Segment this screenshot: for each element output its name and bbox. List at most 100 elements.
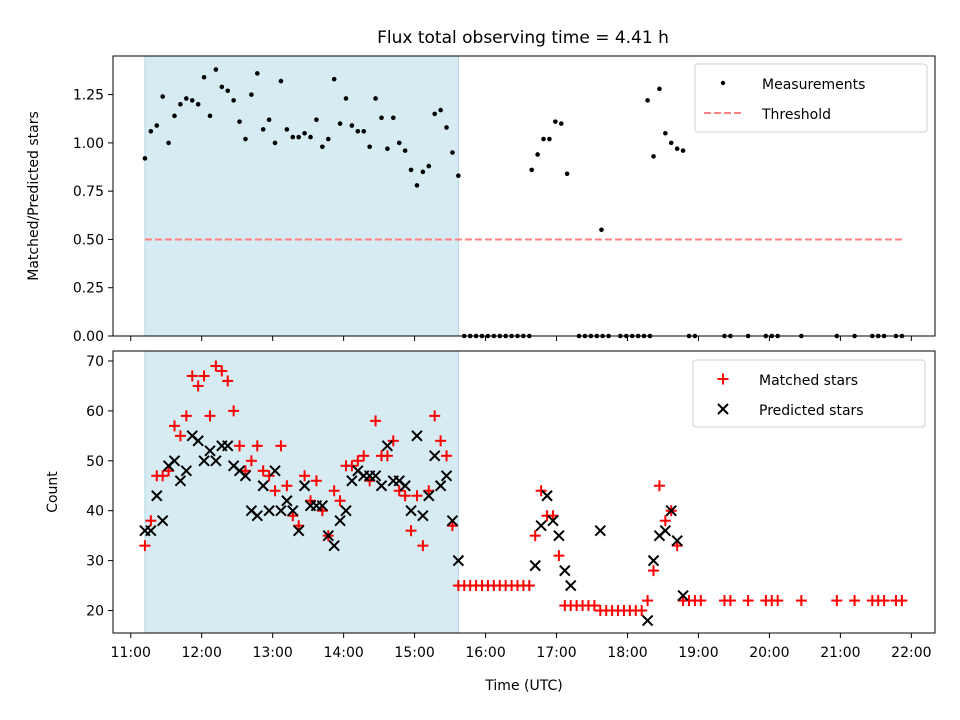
matched-star-point <box>139 540 151 552</box>
measurement-point <box>420 169 426 175</box>
measurement-point <box>361 129 367 134</box>
measurement-point <box>249 92 254 97</box>
predicted-star-point-b <box>151 490 163 502</box>
predicted-star-point-b <box>541 490 553 502</box>
predicted-star-point <box>594 524 606 537</box>
predicted-star-point <box>287 505 299 517</box>
predicted-star-point <box>263 505 275 517</box>
measurement-point <box>645 98 650 103</box>
predicted-star-point-b <box>186 430 198 442</box>
bottom-axes-frame <box>112 350 936 634</box>
measurement-point <box>254 71 260 76</box>
measurement-point <box>284 127 290 132</box>
predicted-star-point-b <box>257 480 269 492</box>
measurement-point <box>166 140 171 146</box>
measurement-point <box>680 148 686 153</box>
predicted-star-point-b <box>677 589 689 602</box>
predicted-star-point-b <box>156 514 169 527</box>
count-points <box>139 360 908 627</box>
measurement-point <box>337 121 343 126</box>
matched-star-point <box>636 605 648 617</box>
predicted-star-point <box>428 450 441 462</box>
matched-star-point <box>198 370 210 382</box>
predicted-star-point-b <box>298 480 311 492</box>
predicted-star-point <box>210 455 222 467</box>
measurement-point <box>402 148 408 153</box>
predicted-star-point <box>180 465 193 477</box>
predicted-star-point <box>381 440 394 452</box>
measurement-point <box>379 115 384 121</box>
predicted-star-point-b <box>145 524 157 537</box>
matched-star-point <box>281 480 293 492</box>
predicted-star-point-b <box>168 455 181 467</box>
measurement-point <box>325 136 331 142</box>
matched-star-point <box>328 485 340 497</box>
measurement-point <box>426 163 432 169</box>
predicted-star-point-b <box>316 500 329 512</box>
matched-star-point <box>411 490 423 502</box>
measurement-point <box>553 119 558 124</box>
measurement-point <box>314 117 319 123</box>
top-legend: Measurements Threshold <box>694 63 928 133</box>
measurement-point <box>225 88 231 94</box>
chart-title: Flux total observing time = 4.41 h <box>377 28 669 48</box>
matched-star-point <box>831 595 843 607</box>
matched-star-point <box>346 460 358 472</box>
legend-predicted-glyph-b <box>717 403 729 415</box>
predicted-star-point <box>298 480 311 492</box>
matched-star-point <box>228 405 240 417</box>
predicted-star-point <box>671 534 683 547</box>
predicted-star-point-b <box>375 480 388 492</box>
bottom-panel: 20 30 40 50 60 70 11:00 12:00 13:00 14:00 15:00 16… <box>45 350 936 694</box>
measurement-point <box>541 136 546 142</box>
legend-matched-label: Matched stars <box>759 373 858 389</box>
measurement-point <box>385 146 390 151</box>
matched-star-point <box>724 595 736 607</box>
predicted-star-point <box>411 430 423 442</box>
legend-matched-glyph <box>717 373 729 385</box>
predicted-star-point-b <box>269 465 281 477</box>
matched-star-point <box>381 450 393 462</box>
predicted-star-point <box>647 554 660 567</box>
matched-star-point <box>648 565 660 577</box>
predicted-star-point-b <box>198 455 210 467</box>
matched-star-point <box>269 485 281 497</box>
predicted-star-point <box>659 524 672 537</box>
matched-star-point <box>553 550 565 562</box>
xtick-label: 19:00 <box>678 645 718 661</box>
bottom-y-ticks: 20 30 40 50 60 70 <box>86 354 113 620</box>
measurement-point <box>657 86 662 92</box>
predicted-star-point-b <box>281 495 293 507</box>
matched-star-point <box>352 455 364 467</box>
measurement-point <box>564 171 570 177</box>
matched-star-point <box>358 450 370 462</box>
measurement-point <box>296 134 301 140</box>
predicted-star-point-b <box>204 445 216 457</box>
legend-predicted-glyph <box>717 403 729 415</box>
bottom-ytick-label: 30 <box>86 554 104 570</box>
matched-star-point <box>896 595 908 607</box>
matched-star-point <box>849 595 861 607</box>
predicted-star-point <box>423 490 435 502</box>
predicted-star-point <box>198 455 210 467</box>
measurement-point <box>414 183 420 188</box>
predicted-star-point-b <box>346 475 358 487</box>
matched-star-point <box>210 360 222 372</box>
matched-star-point <box>174 430 186 442</box>
measurement-point <box>408 167 414 173</box>
matched-star-point <box>393 485 405 497</box>
measurement-point <box>154 123 160 128</box>
bottom-ytick-label: 40 <box>86 504 104 520</box>
measurement-point <box>213 67 219 72</box>
matched-star-point <box>299 470 311 482</box>
bottom-ytick-label: 60 <box>86 404 104 420</box>
predicted-star-point-b <box>292 524 305 537</box>
measurement-point <box>367 144 372 150</box>
matched-star-point <box>169 420 181 432</box>
predicted-star-point <box>346 475 358 487</box>
matched-star-point <box>795 595 807 607</box>
predicted-star-point-b <box>239 470 252 482</box>
measurement-point <box>331 76 337 82</box>
matched-star-point <box>192 380 204 392</box>
xtick-label: 13:00 <box>252 645 292 661</box>
